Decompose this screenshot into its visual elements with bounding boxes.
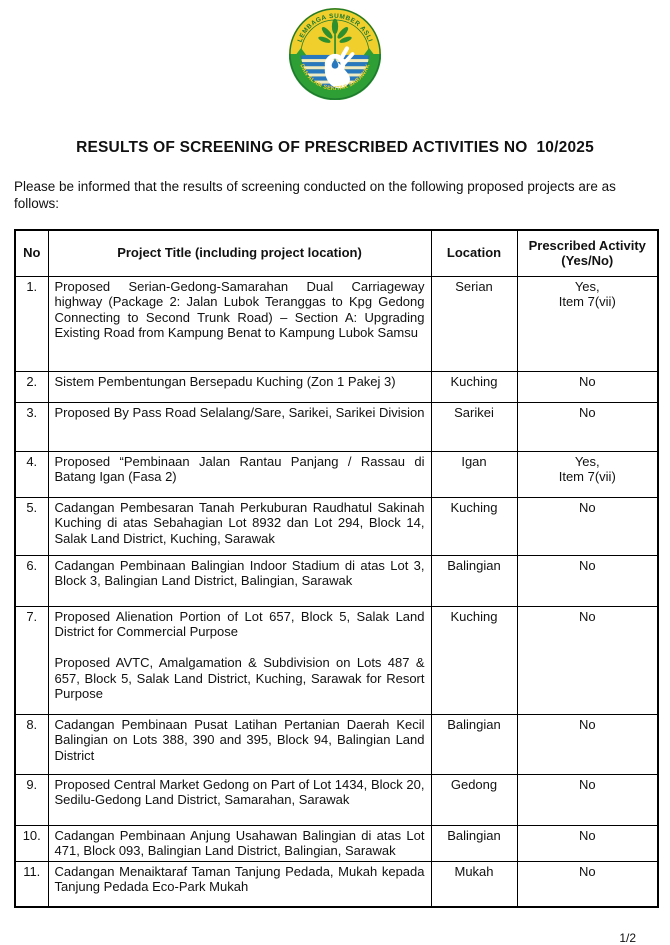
row-number: 10. bbox=[14, 824, 49, 862]
row-number: 4. bbox=[14, 450, 49, 498]
prescribed-activity: No bbox=[516, 401, 659, 452]
header-location: Location bbox=[430, 229, 518, 277]
project-title: Cadangan Menaiktaraf Taman Tanjung Pedad… bbox=[47, 860, 432, 908]
row-number: 7. bbox=[14, 605, 49, 715]
project-location: Balingian bbox=[430, 713, 518, 775]
row-number: 8. bbox=[14, 713, 49, 775]
row-number: 2. bbox=[14, 370, 49, 403]
project-location: Balingian bbox=[430, 554, 518, 607]
project-location: Gedong bbox=[430, 773, 518, 826]
prescribed-activity: Yes, Item 7(vii) bbox=[516, 450, 659, 498]
row-number: 5. bbox=[14, 496, 49, 556]
prescribed-activity: No bbox=[516, 370, 659, 403]
page-title: RESULTS OF SCREENING OF PRESCRIBED ACTIV… bbox=[76, 139, 594, 156]
project-title: Proposed Alienation Portion of Lot 657, … bbox=[47, 605, 432, 715]
row-number: 11. bbox=[14, 860, 49, 908]
table-row: 9. Proposed Central Market Gedong on Par… bbox=[14, 773, 659, 826]
project-location: Kuching bbox=[430, 370, 518, 403]
table-row: 4. Proposed “Pembinaan Jalan Rantau Panj… bbox=[14, 450, 659, 498]
table-row: 2. Sistem Pembentungan Bersepadu Kuching… bbox=[14, 370, 659, 403]
prescribed-activity: No bbox=[516, 496, 659, 556]
project-title: Cadangan Pembinaan Pusat Latihan Pertani… bbox=[47, 713, 432, 775]
header-project-title: Project Title (including project locatio… bbox=[47, 229, 432, 277]
table-row: 3. Proposed By Pass Road Selalang/Sare, … bbox=[14, 401, 659, 452]
header-no: No bbox=[14, 229, 49, 277]
prescribed-activity: No bbox=[516, 554, 659, 607]
intro-paragraph: Please be informed that the results of s… bbox=[14, 179, 616, 211]
page-number: 1/2 bbox=[619, 931, 636, 945]
prescribed-activity: No bbox=[516, 773, 659, 826]
table-row: 7. Proposed Alienation Portion of Lot 65… bbox=[14, 605, 659, 715]
table-row: 8. Cadangan Pembinaan Pusat Latihan Pert… bbox=[14, 713, 659, 775]
prescribed-activity: No bbox=[516, 713, 659, 775]
row-number: 6. bbox=[14, 554, 49, 607]
screening-results-table: No Project Title (including project loca… bbox=[14, 229, 659, 909]
agency-logo-icon: LEMBAGA SUMBER ASLI DAN ALAM SEKITAR SAR… bbox=[289, 8, 381, 100]
project-title: Proposed Serian-Gedong-Samarahan Dual Ca… bbox=[47, 275, 432, 372]
table-row: 10. Cadangan Pembinaan Anjung Usahawan B… bbox=[14, 824, 659, 862]
project-location: Serian bbox=[430, 275, 518, 372]
project-title: Cadangan Pembinaan Anjung Usahawan Balin… bbox=[47, 824, 432, 862]
project-title: Proposed By Pass Road Selalang/Sare, Sar… bbox=[47, 401, 432, 452]
prescribed-activity: Yes, Item 7(vii) bbox=[516, 275, 659, 372]
project-title: Cadangan Pembinaan Balingian Indoor Stad… bbox=[47, 554, 432, 607]
table-row: 5. Cadangan Pembesaran Tanah Perkuburan … bbox=[14, 496, 659, 556]
row-number: 9. bbox=[14, 773, 49, 826]
table-row: 1. Proposed Serian-Gedong-Samarahan Dual… bbox=[14, 275, 659, 372]
project-location: Kuching bbox=[430, 605, 518, 715]
table-row: 6. Cadangan Pembinaan Balingian Indoor S… bbox=[14, 554, 659, 607]
project-location: Mukah bbox=[430, 860, 518, 908]
project-location: Igan bbox=[430, 450, 518, 498]
project-title: Sistem Pembentungan Bersepadu Kuching (Z… bbox=[47, 370, 432, 403]
row-number: 3. bbox=[14, 401, 49, 452]
prescribed-activity: No bbox=[516, 605, 659, 715]
project-title: Proposed Central Market Gedong on Part o… bbox=[47, 773, 432, 826]
project-location: Balingian bbox=[430, 824, 518, 862]
project-title: Proposed “Pembinaan Jalan Rantau Panjang… bbox=[47, 450, 432, 498]
project-title: Cadangan Pembesaran Tanah Perkuburan Rau… bbox=[47, 496, 432, 556]
table-header-row: No Project Title (including project loca… bbox=[14, 229, 659, 277]
header-prescribed-activity: Prescribed Activity (Yes/No) bbox=[516, 229, 659, 277]
table-row: 11. Cadangan Menaiktaraf Taman Tanjung P… bbox=[14, 860, 659, 908]
project-location: Kuching bbox=[430, 496, 518, 556]
prescribed-activity: No bbox=[516, 824, 659, 862]
project-location: Sarikei bbox=[430, 401, 518, 452]
prescribed-activity: No bbox=[516, 860, 659, 908]
agency-logo: LEMBAGA SUMBER ASLI DAN ALAM SEKITAR SAR… bbox=[0, 0, 670, 103]
row-number: 1. bbox=[14, 275, 49, 372]
